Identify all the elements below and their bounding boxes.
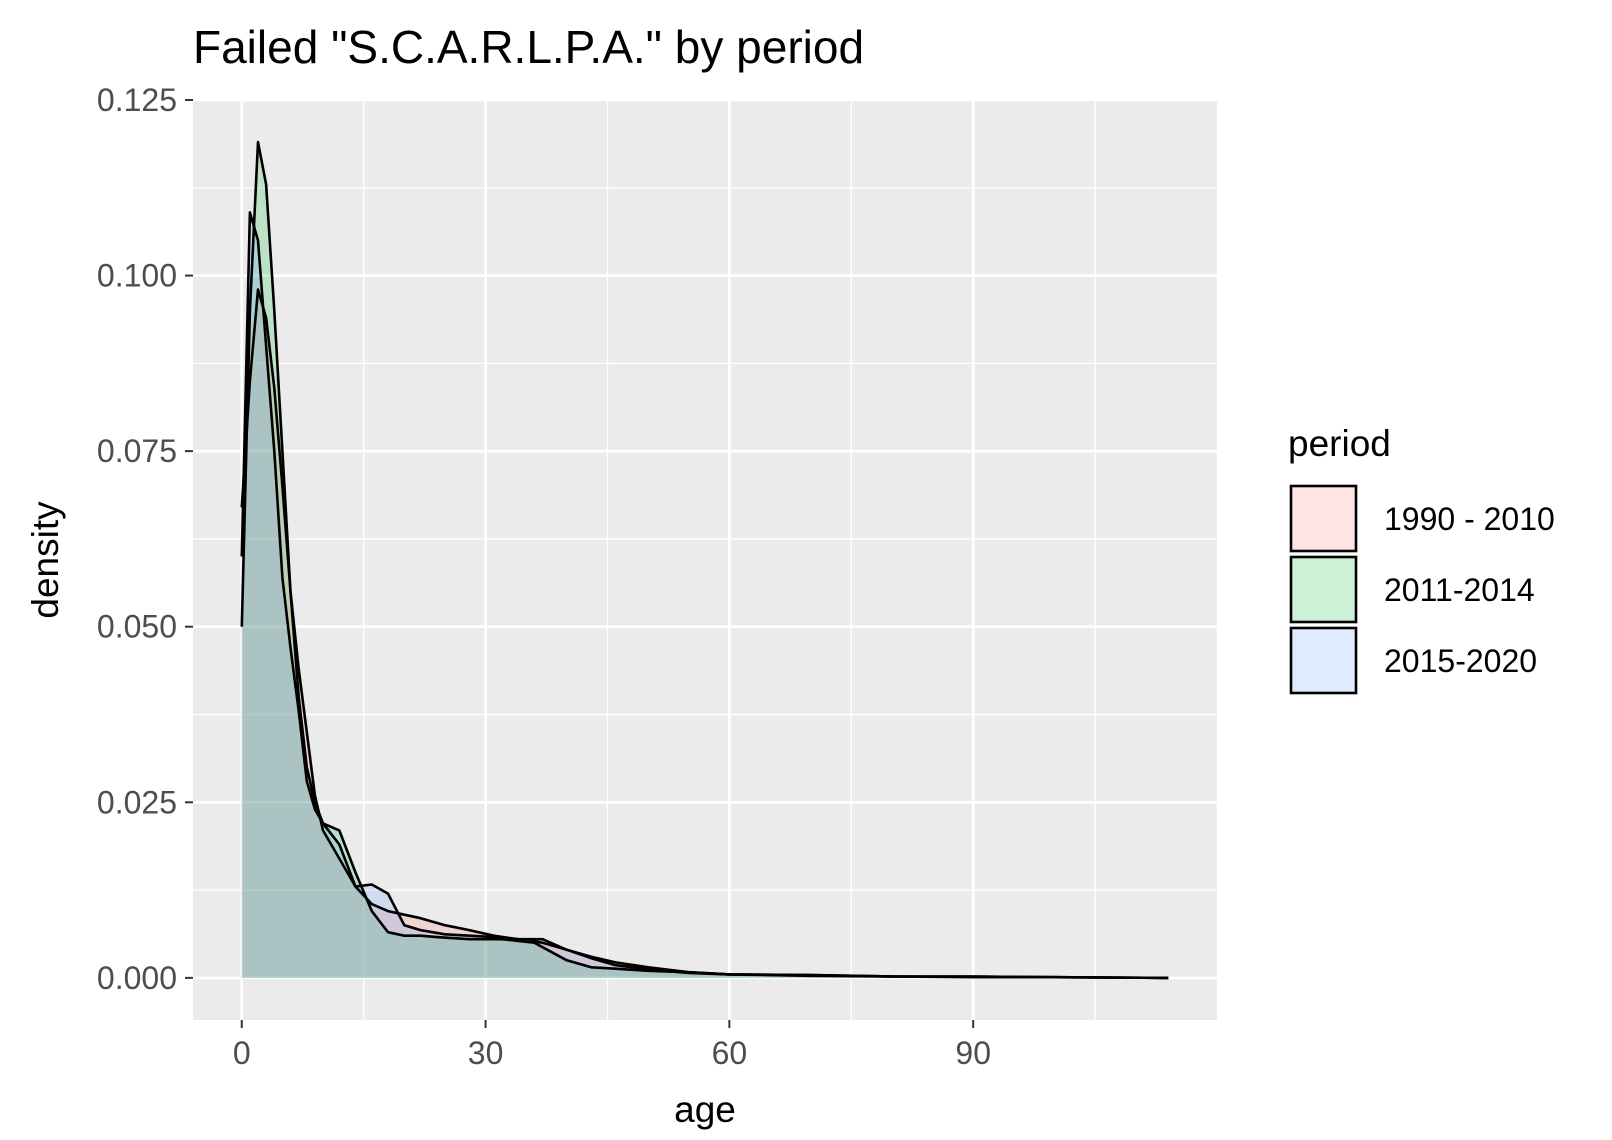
legend-title: period — [1288, 423, 1391, 464]
y-tick-label: 0.100 — [97, 258, 177, 294]
legend-label-3: 2015-2020 — [1384, 643, 1537, 679]
x-tick-label: 30 — [468, 1035, 504, 1071]
density-area-2 — [241, 142, 1169, 978]
density-lines — [240, 140, 1169, 980]
x-tick-label: 0 — [233, 1035, 251, 1071]
density-area-3 — [241, 212, 1169, 978]
y-tick-label: 0.025 — [97, 784, 177, 820]
legend: period 1990 - 2010 2011-2014 2015-2020 — [1288, 423, 1555, 695]
x-axis-title: age — [674, 1089, 736, 1130]
chart-title: Failed "S.C.A.R.L.P.A." by period — [193, 21, 864, 73]
legend-key-1 — [1289, 484, 1358, 553]
y-tick-label: 0.075 — [97, 433, 177, 469]
legend-key-bg — [1290, 485, 1357, 552]
x-axis: 0 30 60 90 — [233, 1020, 991, 1071]
density-area-1 — [241, 289, 1169, 978]
legend-label-1: 1990 - 2010 — [1384, 501, 1555, 537]
density-line-3 — [240, 211, 1169, 980]
y-axis-title: density — [25, 501, 66, 619]
legend-key-3 — [1289, 626, 1358, 695]
y-tick-label: 0.125 — [97, 82, 177, 118]
legend-label-2: 2011-2014 — [1384, 572, 1535, 608]
legend-key-bg — [1290, 556, 1357, 623]
legend-key-2 — [1289, 555, 1358, 624]
y-tick-label: 0.000 — [97, 960, 177, 996]
legend-key-bg — [1290, 627, 1357, 694]
y-tick-label: 0.050 — [97, 609, 177, 645]
x-tick-label: 60 — [712, 1035, 748, 1071]
density-areas — [241, 142, 1169, 978]
x-tick-label: 90 — [955, 1035, 991, 1071]
y-axis: 0.000 0.025 0.050 0.075 0.100 0.125 — [97, 82, 193, 996]
grid-lines — [193, 98, 1217, 1020]
